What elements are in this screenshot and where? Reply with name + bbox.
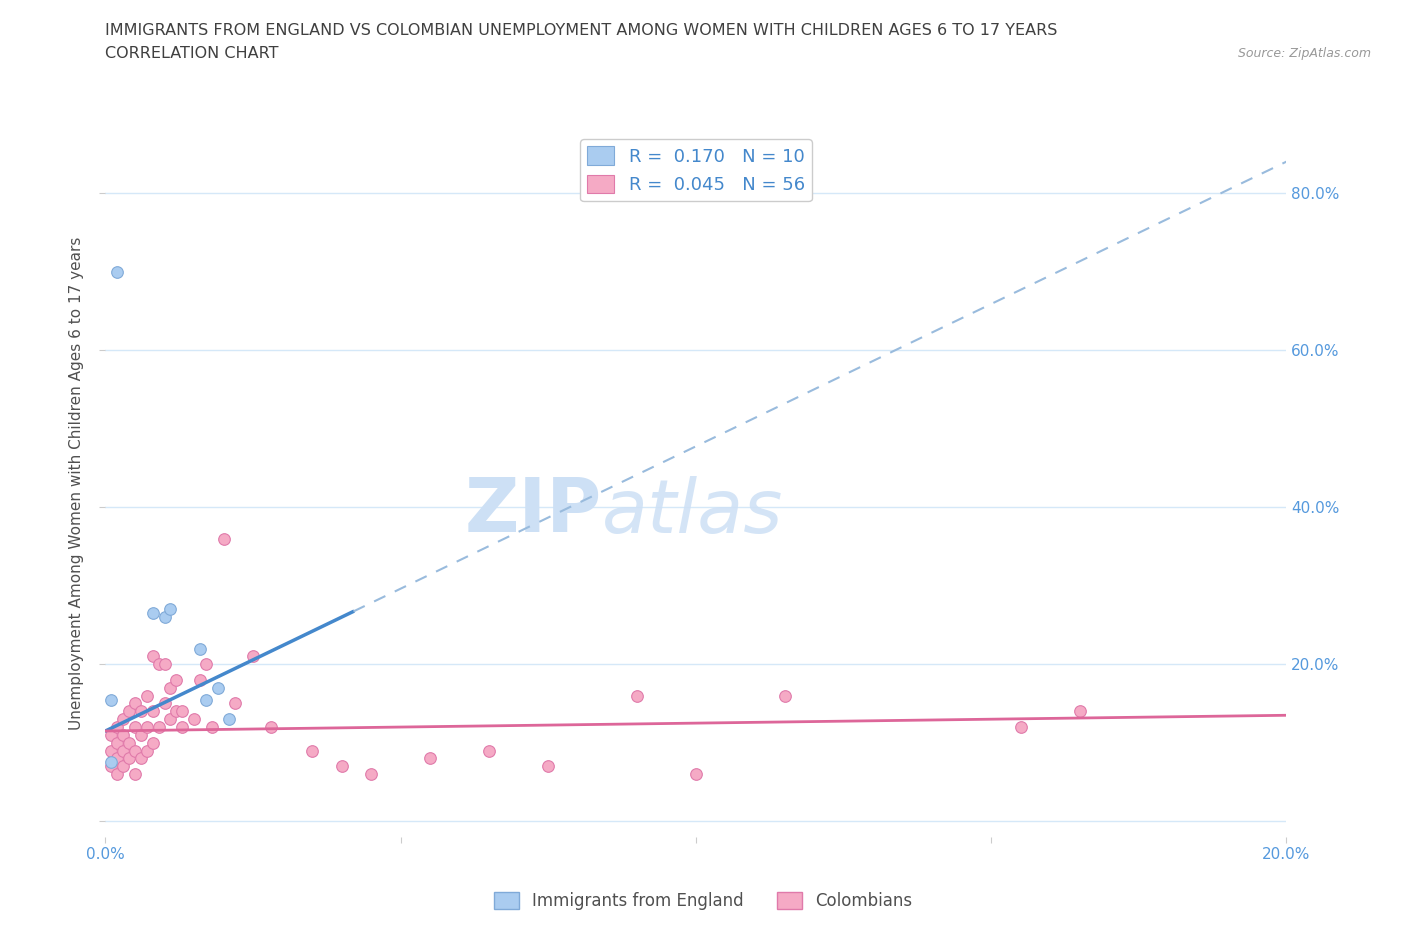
Point (194, 692, 217, 707)
Point (330, 759, 353, 774)
Point (478, 743, 501, 758)
Point (360, 766, 382, 781)
Point (172, 704, 194, 719)
Text: IMMIGRANTS FROM ENGLAND VS COLOMBIAN UNEMPLOYMENT AMONG WOMEN WITH CHILDREN AGES: IMMIGRANTS FROM ENGLAND VS COLOMBIAN UNE… (105, 23, 1057, 38)
Point (100, 727, 122, 742)
Point (165, 672, 187, 687)
Point (112, 743, 135, 758)
Point (224, 696, 246, 711)
Point (188, 641, 211, 656)
Point (124, 720, 146, 735)
Point (153, 696, 176, 711)
Point (201, 720, 224, 735)
Point (142, 605, 165, 620)
Point (172, 720, 194, 735)
Point (118, 704, 141, 719)
Point (142, 704, 165, 719)
Point (1010, 720, 1032, 735)
Legend: Immigrants from England, Colombians: Immigrants from England, Colombians (486, 885, 920, 917)
Point (100, 743, 122, 758)
Point (148, 657, 170, 671)
Point (194, 657, 217, 671)
Point (142, 649, 165, 664)
Point (183, 711, 205, 726)
Point (135, 743, 157, 758)
Point (301, 743, 323, 758)
Point (118, 751, 141, 766)
Point (129, 704, 152, 719)
Legend: R =  0.170   N = 10, R =  0.045   N = 56: R = 0.170 N = 10, R = 0.045 N = 56 (579, 140, 813, 202)
Point (153, 657, 176, 671)
Point (188, 672, 211, 687)
Point (135, 688, 157, 703)
Point (773, 688, 796, 703)
Point (165, 704, 187, 719)
Point (1069, 704, 1091, 719)
Point (124, 743, 146, 758)
Point (159, 711, 181, 726)
Point (100, 759, 122, 774)
Point (242, 649, 264, 664)
Text: ZIP: ZIP (464, 475, 602, 549)
Text: atlas: atlas (602, 476, 783, 548)
Point (118, 736, 141, 751)
Point (124, 766, 146, 781)
Point (105, 264, 128, 279)
Point (100, 755, 122, 770)
Point (159, 681, 181, 696)
Point (537, 759, 560, 774)
Text: CORRELATION CHART: CORRELATION CHART (105, 46, 278, 61)
Text: Source: ZipAtlas.com: Source: ZipAtlas.com (1237, 46, 1371, 60)
Point (159, 602, 181, 617)
Point (685, 766, 707, 781)
Point (142, 736, 165, 751)
Point (105, 720, 128, 735)
Point (112, 727, 135, 742)
Point (218, 711, 240, 726)
Point (260, 720, 283, 735)
Point (112, 711, 135, 726)
Point (419, 751, 441, 766)
Point (148, 720, 170, 735)
Y-axis label: Unemployment Among Women with Children Ages 6 to 17 years: Unemployment Among Women with Children A… (69, 237, 84, 730)
Point (153, 610, 176, 625)
Point (124, 696, 146, 711)
Point (112, 759, 135, 774)
Point (212, 531, 235, 546)
Point (129, 727, 152, 742)
Point (105, 766, 128, 781)
Point (100, 692, 122, 707)
Point (105, 736, 128, 751)
Point (207, 681, 229, 696)
Point (626, 688, 648, 703)
Point (135, 720, 157, 735)
Point (105, 751, 128, 766)
Point (129, 751, 152, 766)
